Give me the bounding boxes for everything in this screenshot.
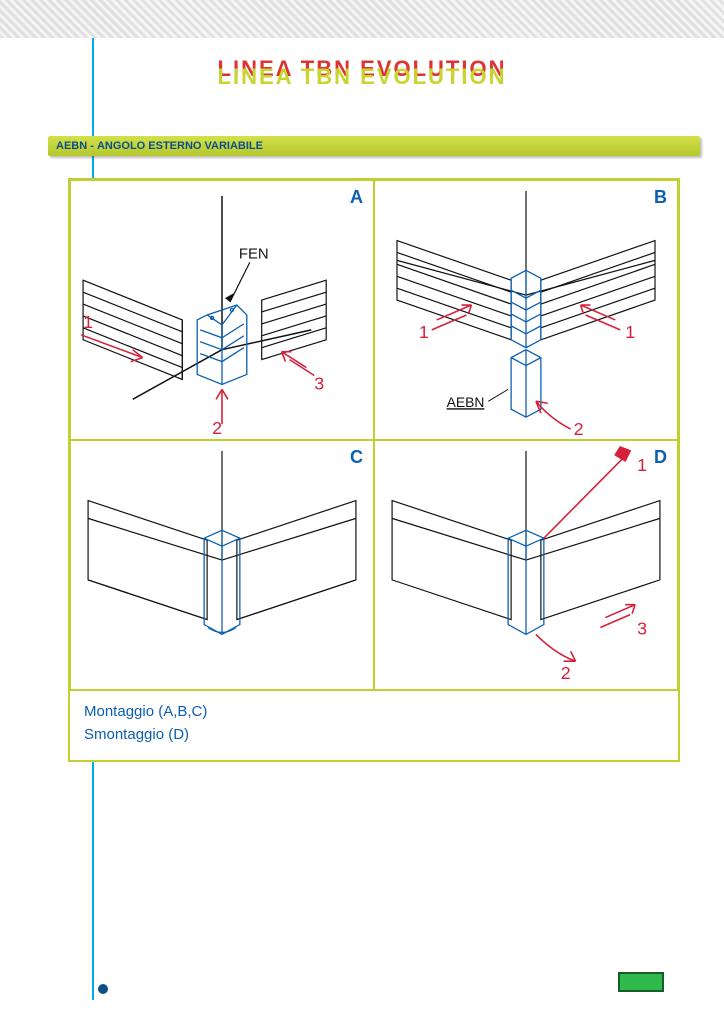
d-callout-2: 2: [561, 663, 571, 683]
aebn-label: AEBN: [447, 394, 485, 410]
fen-label: FEN: [239, 246, 269, 262]
section-sep: -: [87, 140, 97, 152]
panel-b-label: B: [654, 187, 667, 208]
panel-d: D 1: [374, 440, 678, 690]
title-yellow-layer: LINEA TBN EVOLUTION: [0, 64, 724, 90]
diagram-grid: A: [70, 180, 678, 690]
caption-line-1: Montaggio (A,B,C): [84, 701, 664, 724]
page-title: LINEA TBN EVOLUTION LINEA TBN EVOLUTION …: [0, 56, 724, 82]
section-code: AEBN: [56, 140, 87, 152]
d-callout-3: 3: [637, 618, 647, 638]
a-callout-3: 3: [314, 373, 324, 393]
d-callout-1: 1: [637, 455, 647, 475]
panel-d-drawing: 1 2 3: [375, 441, 677, 689]
section-header-bar: AEBN - ANGOLO ESTERNO VARIABILE: [48, 136, 700, 156]
panel-a-drawing: FEN 1 2 3: [71, 181, 373, 439]
footer-page-chip: [618, 972, 664, 992]
b-callout-1l: 1: [419, 322, 429, 342]
panel-c: C: [70, 440, 374, 690]
panel-b-drawing: AEBN 1 1 2: [375, 181, 677, 439]
panel-d-label: D: [654, 447, 667, 468]
top-hatch-decor: [0, 0, 724, 38]
footer-brand: [98, 984, 112, 994]
diagram-container: A: [68, 178, 680, 762]
brand-dot-icon: [98, 984, 108, 994]
caption-line-2: Smontaggio (D): [84, 724, 664, 747]
b-callout-2: 2: [574, 419, 584, 439]
a-callout-1: 1: [83, 312, 93, 332]
panel-a-label: A: [350, 187, 363, 208]
section-label: ANGOLO ESTERNO VARIABILE: [97, 140, 263, 152]
panel-c-drawing: [71, 441, 373, 689]
panel-c-label: C: [350, 447, 363, 468]
panel-a: A: [70, 180, 374, 440]
panel-b: B: [374, 180, 678, 440]
caption-area: Montaggio (A,B,C) Smontaggio (D): [70, 690, 678, 760]
a-callout-2: 2: [212, 418, 222, 438]
b-callout-1r: 1: [625, 322, 635, 342]
